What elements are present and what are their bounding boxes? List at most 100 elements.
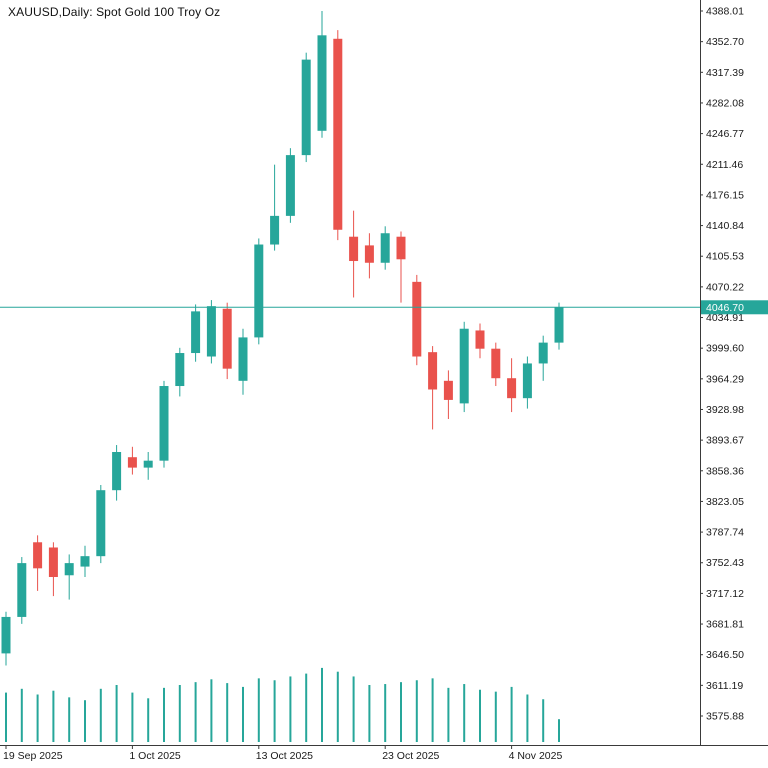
price-axis-label: 3611.19 [706, 680, 743, 692]
candle-body [554, 307, 564, 343]
price-axis-label: 3893.67 [706, 435, 744, 447]
volume-bar [131, 692, 134, 742]
price-axis-label: 4352.70 [706, 36, 744, 48]
volume-bar [242, 686, 244, 742]
time-axis-label: 4 Nov 2025 [509, 750, 563, 762]
candle-body [317, 35, 327, 131]
volume-bar [384, 684, 387, 742]
candle-body [96, 490, 106, 557]
price-axis-label: 3999.60 [706, 343, 744, 355]
volume-bar [542, 699, 545, 742]
price-axis-label: 3823.05 [706, 496, 744, 508]
price-axis-label: 4246.77 [706, 128, 744, 140]
price-axis-label: 3964.29 [706, 373, 744, 385]
volume-bar [20, 688, 23, 742]
price-axis-label: 3752.43 [706, 557, 744, 569]
candle-body [538, 342, 548, 364]
candle-body [112, 451, 122, 491]
price-axis-label: 3717.12 [706, 588, 744, 600]
candle-body [127, 457, 137, 468]
volume-bar [178, 685, 181, 742]
volume-bar [558, 719, 560, 742]
volume-bar [368, 685, 371, 742]
candle-body [349, 236, 359, 262]
price-axis-label: 4105.53 [706, 251, 744, 263]
candle-body [522, 363, 532, 399]
price-axis-label: 4140.84 [706, 220, 744, 232]
candle-body [238, 337, 248, 381]
time-axis-label: 19 Sep 2025 [3, 750, 63, 762]
volume-bar [147, 698, 150, 742]
price-axis-label: 3928.98 [706, 404, 744, 416]
chart-title: XAUUSD,Daily: Spot Gold 100 Troy Oz [8, 5, 221, 19]
candle-body [159, 386, 169, 461]
volume-bar [52, 690, 55, 742]
time-axis-label: 1 Oct 2025 [129, 750, 181, 762]
candle-body [301, 59, 311, 156]
volume-bar [526, 694, 529, 742]
candle-body [33, 542, 43, 569]
volume-bar [305, 673, 308, 742]
candle-body [507, 378, 517, 399]
volume-bar [84, 700, 86, 742]
candle-body [412, 281, 422, 357]
volume-bar [494, 691, 497, 742]
volume-bar [210, 679, 213, 742]
volume-bar [68, 697, 71, 742]
volume-bar [321, 667, 323, 742]
price-axis-label: 4176.15 [706, 189, 744, 201]
candle-body [396, 236, 406, 260]
volume-bar [479, 689, 481, 742]
candle-body [175, 353, 185, 387]
current-price-tag [701, 300, 768, 315]
volume-bar [163, 687, 165, 742]
candle-body [17, 563, 27, 617]
volume-bar [273, 680, 276, 742]
price-axis-label: 4388.01 [706, 6, 744, 18]
candle-body [270, 215, 280, 245]
time-axis-label: 23 Oct 2025 [382, 750, 439, 762]
candle-body [48, 547, 58, 578]
volume-bar [99, 688, 102, 742]
price-axis-label: 3575.88 [706, 711, 744, 723]
volume-bar [447, 687, 450, 742]
volume-bar [510, 686, 513, 742]
price-axis-label: 4070.22 [706, 281, 744, 293]
candle-body [80, 556, 90, 567]
candle-body [206, 306, 216, 357]
price-axis-label: 3646.50 [706, 649, 744, 661]
candle-body [491, 348, 501, 379]
volume-bar [289, 676, 292, 742]
candle-body [380, 233, 390, 263]
candle-body [364, 245, 374, 263]
candle-body [459, 328, 469, 404]
current-price-tag-label: 4046.70 [706, 302, 744, 314]
volume-bar [36, 694, 39, 742]
candle-body [254, 244, 264, 338]
volume-bar [257, 678, 260, 742]
volume-bar [336, 671, 339, 742]
candle-body [443, 380, 453, 400]
price-axis-label: 4317.39 [706, 67, 744, 79]
candle-body [333, 38, 343, 230]
candle-body [475, 330, 485, 349]
price-axis-label: 4211.46 [706, 159, 743, 171]
price-axis-label: 4282.08 [706, 97, 744, 109]
candle-body [222, 308, 232, 369]
price-axis-label: 4034.91 [706, 312, 744, 324]
candle-body [1, 616, 11, 654]
volume-bar [415, 680, 418, 742]
volume-bar [194, 682, 197, 742]
volume-bar [115, 685, 118, 742]
price-axis-label: 3681.81 [706, 619, 744, 631]
time-axis-label: 13 Oct 2025 [256, 750, 313, 762]
candle-body [64, 563, 74, 576]
volume-bar [226, 683, 229, 742]
volume-bar [431, 678, 434, 742]
candle-body [191, 311, 201, 354]
volume-bar [352, 676, 355, 742]
volume-bar [400, 682, 402, 742]
price-axis-label: 3858.36 [706, 465, 744, 477]
candle-body [428, 352, 438, 390]
